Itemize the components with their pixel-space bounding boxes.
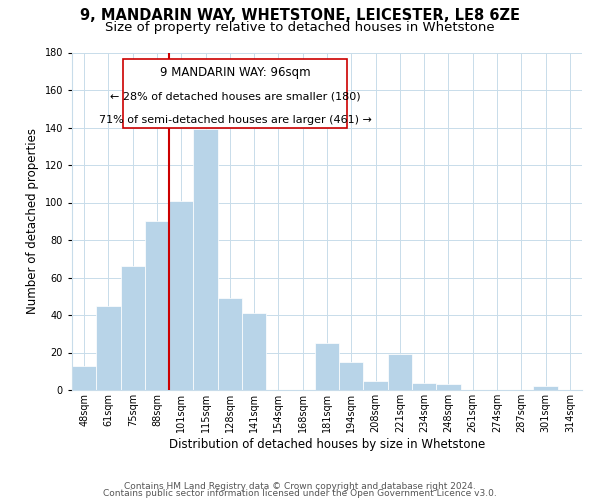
Text: Size of property relative to detached houses in Whetstone: Size of property relative to detached ho…	[105, 21, 495, 34]
Bar	[533, 386, 558, 390]
Bar	[96, 306, 121, 390]
Bar	[242, 313, 266, 390]
Bar	[218, 298, 242, 390]
Bar	[315, 343, 339, 390]
Text: Contains HM Land Registry data © Crown copyright and database right 2024.: Contains HM Land Registry data © Crown c…	[124, 482, 476, 491]
Bar	[169, 200, 193, 390]
Bar	[436, 384, 461, 390]
Bar	[193, 130, 218, 390]
Bar	[412, 382, 436, 390]
Text: 9, MANDARIN WAY, WHETSTONE, LEICESTER, LE8 6ZE: 9, MANDARIN WAY, WHETSTONE, LEICESTER, L…	[80, 8, 520, 22]
Text: 9 MANDARIN WAY: 96sqm: 9 MANDARIN WAY: 96sqm	[160, 66, 311, 79]
Bar	[364, 380, 388, 390]
Bar	[388, 354, 412, 390]
Text: 71% of semi-detached houses are larger (461) →: 71% of semi-detached houses are larger (…	[99, 115, 371, 125]
Bar	[121, 266, 145, 390]
FancyBboxPatch shape	[123, 59, 347, 128]
Bar	[339, 362, 364, 390]
Bar	[145, 221, 169, 390]
Y-axis label: Number of detached properties: Number of detached properties	[26, 128, 39, 314]
Text: ← 28% of detached houses are smaller (180): ← 28% of detached houses are smaller (18…	[110, 92, 361, 102]
Text: Contains public sector information licensed under the Open Government Licence v3: Contains public sector information licen…	[103, 490, 497, 498]
X-axis label: Distribution of detached houses by size in Whetstone: Distribution of detached houses by size …	[169, 438, 485, 450]
Bar	[72, 366, 96, 390]
